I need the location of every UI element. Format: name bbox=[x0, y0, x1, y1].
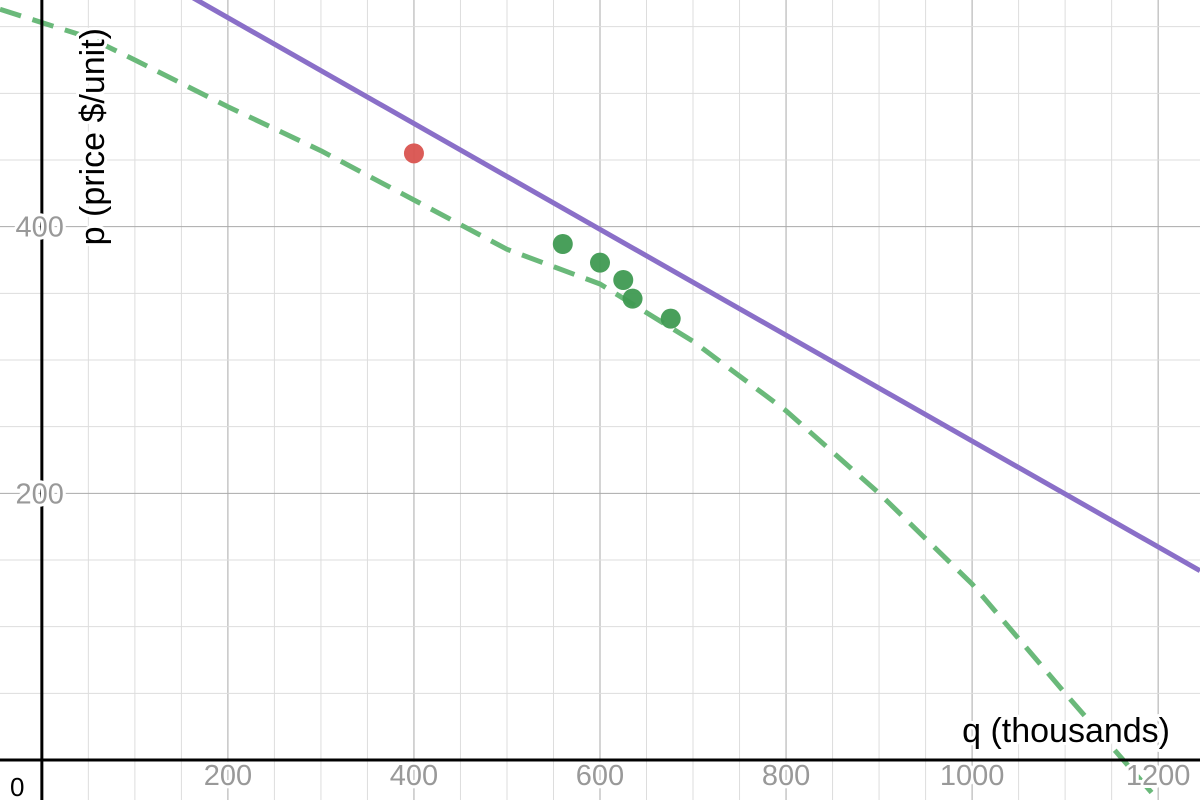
origin-label: 0 bbox=[10, 772, 24, 800]
x-tick-label: 800 bbox=[762, 760, 810, 792]
y-tick-label: 400 bbox=[15, 212, 63, 244]
x-tick-label: 600 bbox=[576, 760, 624, 792]
x-tick-label: 400 bbox=[390, 760, 438, 792]
data-point-3-0 bbox=[403, 143, 424, 164]
x-tick-label: 1000 bbox=[940, 760, 1005, 792]
x-tick-label: 1200 bbox=[1126, 760, 1191, 792]
x-tick-label: 200 bbox=[204, 760, 252, 792]
data-point-2-4 bbox=[660, 308, 681, 329]
y-axis-title: p (price $/unit) bbox=[74, 28, 112, 245]
x-axis-title: q (thousands) bbox=[962, 712, 1170, 750]
data-point-2-3 bbox=[622, 288, 643, 309]
data-point-2-1 bbox=[590, 252, 610, 273]
y-tick-label: 200 bbox=[15, 478, 63, 510]
labels: q (thousands) p (price $/unit) 0 bbox=[7, 25, 1173, 800]
data-point-2-2 bbox=[613, 270, 634, 290]
series-curve bbox=[0, 6, 1160, 800]
data-point-2-0 bbox=[552, 234, 573, 254]
series-line bbox=[191, 0, 1200, 573]
